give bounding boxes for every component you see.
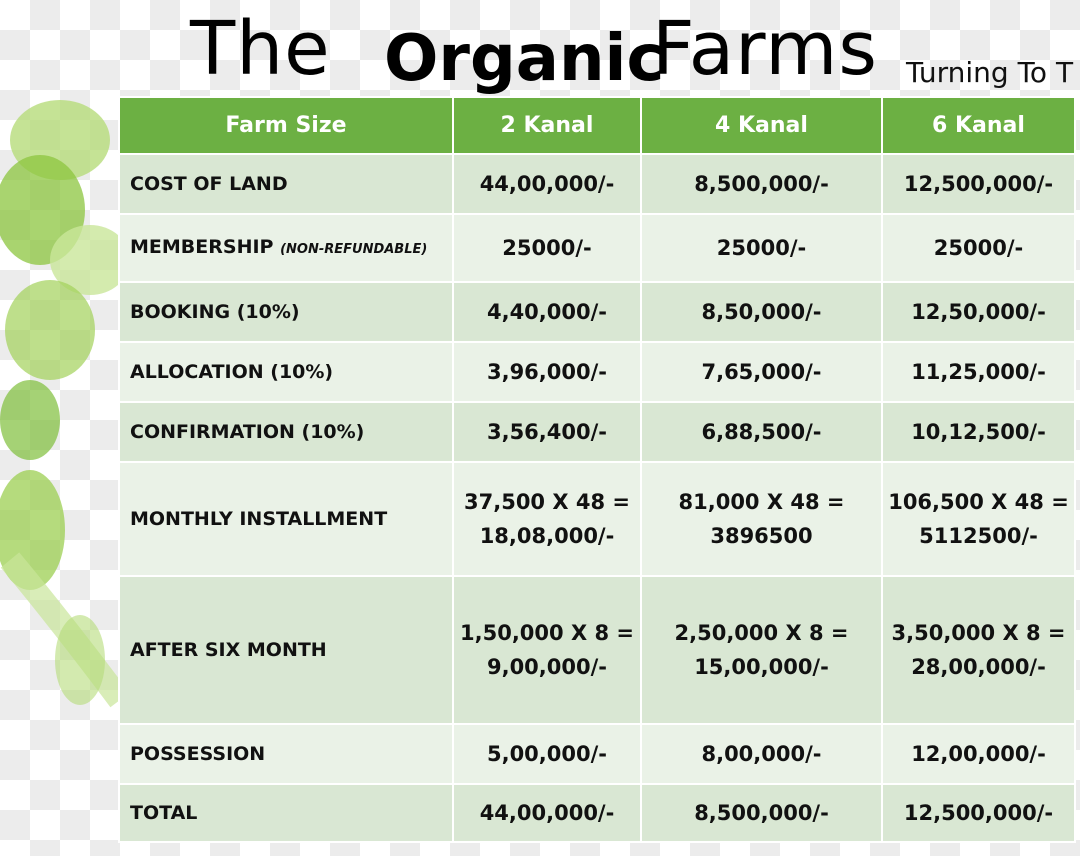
row-label-text: AFTER SIX MONTH — [130, 639, 327, 661]
header-4-kanal: 4 Kanal — [640, 96, 883, 155]
cell-2-kanal: 25000/- — [452, 213, 642, 283]
green-leaves-icon — [0, 100, 130, 708]
cell-2-kanal: 44,00,000/- — [452, 153, 642, 215]
cell-2-kanal: 3,96,000/- — [452, 341, 642, 403]
cell-6-kanal: 12,50,000/- — [881, 281, 1076, 343]
row-label-text: MONTHLY INSTALLMENT — [130, 508, 388, 530]
row-label: POSSESSION — [118, 723, 454, 785]
row-label: COST OF LAND — [118, 153, 454, 215]
cell-2-kanal: 1,50,000 X 8 = 9,00,000/- — [452, 575, 642, 725]
tagline: Turning To T — [906, 56, 1074, 89]
table-row: BOOKING (10%) 4,40,000/- 8,50,000/- 12,5… — [118, 281, 1076, 343]
row-label-text: ALLOCATION (10%) — [130, 361, 334, 383]
cell-4-kanal: 8,500,000/- — [640, 783, 883, 843]
cell-6-kanal: 12,00,000/- — [881, 723, 1076, 785]
row-label: MONTHLY INSTALLMENT — [118, 461, 454, 577]
row-label: TOTAL — [118, 783, 454, 843]
cell-2-kanal: 3,56,400/- — [452, 401, 642, 463]
table-header-row: Farm Size 2 Kanal 4 Kanal 6 Kanal — [118, 96, 1076, 155]
title-word-farms: Farms — [652, 6, 878, 92]
row-label-text: POSSESSION — [130, 743, 266, 765]
cell-4-kanal: 8,00,000/- — [640, 723, 883, 785]
row-label: BOOKING (10%) — [118, 281, 454, 343]
cell-6-kanal: 106,500 X 48 = 5112500/- — [881, 461, 1076, 577]
row-label-text: COST OF LAND — [130, 173, 288, 195]
table-row: TOTAL 44,00,000/- 8,500,000/- 12,500,000… — [118, 783, 1076, 843]
cell-2-kanal: 5,00,000/- — [452, 723, 642, 785]
cell-2-kanal: 37,500 X 48 = 18,08,000/- — [452, 461, 642, 577]
pricing-table: Farm Size 2 Kanal 4 Kanal 6 Kanal COST O… — [118, 96, 1076, 843]
title-word-the: The — [190, 6, 331, 92]
cell-4-kanal: 6,88,500/- — [640, 401, 883, 463]
header-farm-size: Farm Size — [118, 96, 454, 155]
table-row: MONTHLY INSTALLMENT 37,500 X 48 = 18,08,… — [118, 461, 1076, 577]
cell-4-kanal: 25000/- — [640, 213, 883, 283]
cell-4-kanal: 2,50,000 X 8 = 15,00,000/- — [640, 575, 883, 725]
cell-2-kanal: 4,40,000/- — [452, 281, 642, 343]
cell-6-kanal: 3,50,000 X 8 = 28,00,000/- — [881, 575, 1076, 725]
row-label: ALLOCATION (10%) — [118, 341, 454, 403]
table-row: CONFIRMATION (10%) 3,56,400/- 6,88,500/-… — [118, 401, 1076, 463]
table-row: COST OF LAND 44,00,000/- 8,500,000/- 12,… — [118, 153, 1076, 215]
row-label-text: MEMBERSHIP — [130, 235, 281, 258]
row-label-text: BOOKING (10%) — [130, 301, 300, 323]
cell-2-kanal: 44,00,000/- — [452, 783, 642, 843]
table-row: POSSESSION 5,00,000/- 8,00,000/- 12,00,0… — [118, 723, 1076, 785]
cell-4-kanal: 8,50,000/- — [640, 281, 883, 343]
row-label: MEMBERSHIP (NON-REFUNDABLE) — [118, 213, 454, 283]
row-label-text: TOTAL — [130, 802, 198, 824]
table-row: AFTER SIX MONTH 1,50,000 X 8 = 9,00,000/… — [118, 575, 1076, 725]
cell-6-kanal: 10,12,500/- — [881, 401, 1076, 463]
header-2-kanal: 2 Kanal — [452, 96, 642, 155]
row-label: CONFIRMATION (10%) — [118, 401, 454, 463]
cell-6-kanal: 12,500,000/- — [881, 153, 1076, 215]
table-row: MEMBERSHIP (NON-REFUNDABLE) 25000/- 2500… — [118, 213, 1076, 283]
table-row: ALLOCATION (10%) 3,96,000/- 7,65,000/- 1… — [118, 341, 1076, 403]
row-label-text: CONFIRMATION (10%) — [130, 421, 365, 443]
cell-6-kanal: 12,500,000/- — [881, 783, 1076, 843]
cell-4-kanal: 7,65,000/- — [640, 341, 883, 403]
row-label: AFTER SIX MONTH — [118, 575, 454, 725]
cell-4-kanal: 8,500,000/- — [640, 153, 883, 215]
cell-4-kanal: 81,000 X 48 = 3896500 — [640, 461, 883, 577]
cell-6-kanal: 25000/- — [881, 213, 1076, 283]
cell-6-kanal: 11,25,000/- — [881, 341, 1076, 403]
row-label-note: (NON-REFUNDABLE) — [280, 241, 428, 257]
header-6-kanal: 6 Kanal — [881, 96, 1076, 155]
title-word-organic: Organic — [384, 22, 665, 96]
